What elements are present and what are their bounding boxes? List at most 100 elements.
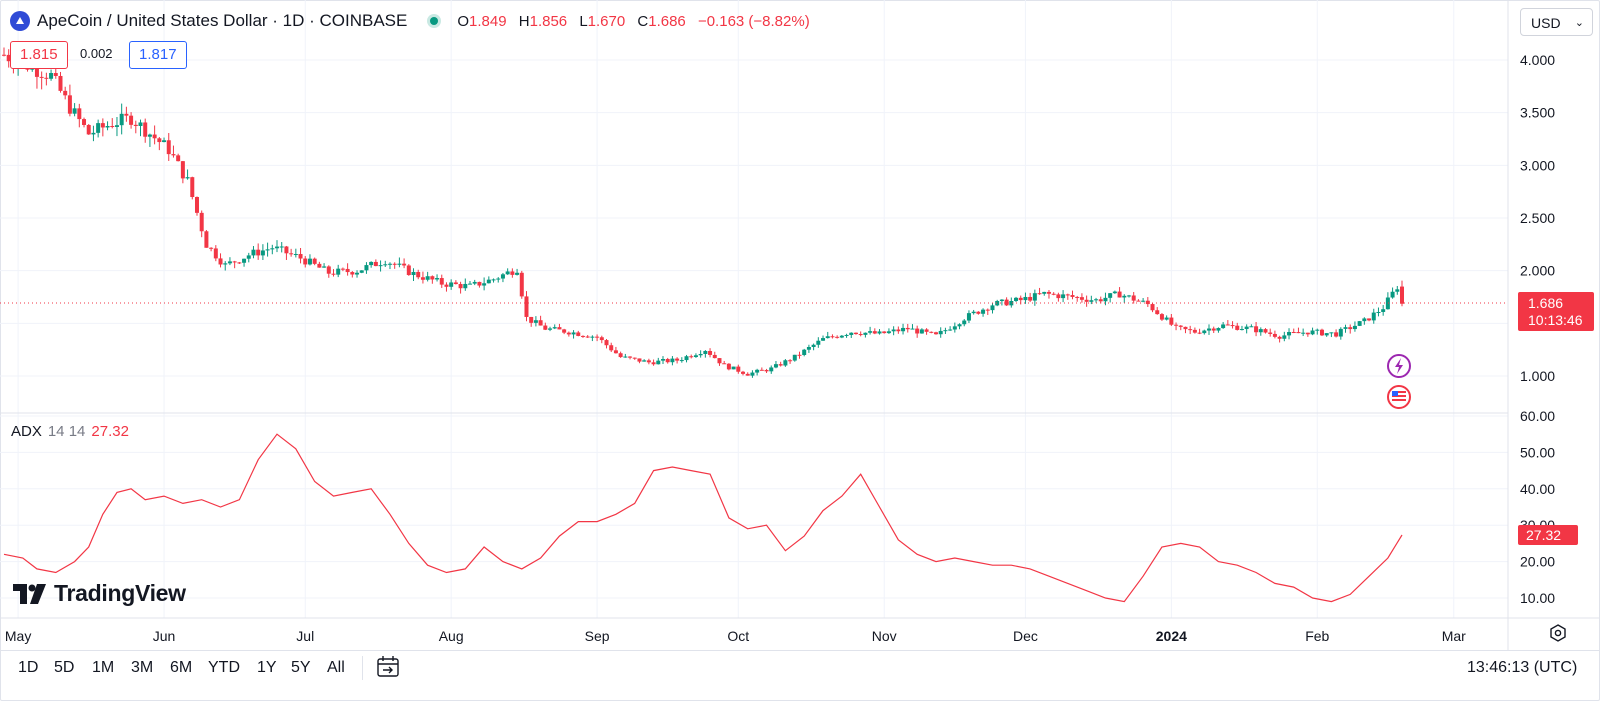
range-3m-button[interactable]: 3M bbox=[131, 659, 154, 676]
candle-body bbox=[623, 356, 628, 358]
candle-body bbox=[722, 363, 727, 365]
candle-body bbox=[938, 330, 943, 335]
adx-legend[interactable]: ADX 14 14 27.32 bbox=[11, 423, 129, 440]
candle-body bbox=[265, 249, 270, 251]
range-1d-button[interactable]: 1D bbox=[18, 659, 39, 676]
candle-body bbox=[468, 283, 472, 285]
currency-select[interactable]: USD ⌄ bbox=[1520, 8, 1593, 36]
time-tick-label: Sep bbox=[585, 628, 610, 644]
candle-body bbox=[849, 332, 854, 335]
candle-body bbox=[1258, 329, 1263, 333]
candle-body bbox=[246, 255, 251, 259]
candle-body bbox=[129, 115, 134, 125]
candle-body bbox=[1348, 327, 1353, 330]
candle-body bbox=[755, 369, 760, 373]
candle-body bbox=[279, 246, 284, 248]
candle-body bbox=[133, 124, 138, 126]
candle-body bbox=[858, 334, 863, 336]
candle-body bbox=[1381, 309, 1386, 312]
calendar-goto-icon[interactable] bbox=[375, 654, 401, 685]
candle-body bbox=[957, 324, 962, 327]
candle-body bbox=[1112, 291, 1117, 294]
utc-clock[interactable]: 13:46:13 (UTC) bbox=[1467, 659, 1578, 676]
lightning-event-icon[interactable] bbox=[1387, 354, 1411, 378]
candle-body bbox=[185, 177, 190, 179]
symbol-title[interactable]: ApeCoin / United States Dollar · 1D · CO… bbox=[37, 11, 408, 30]
adx-tick-label: 60.00 bbox=[1520, 408, 1555, 424]
candle-body bbox=[548, 328, 553, 330]
candle-body bbox=[990, 305, 995, 311]
range-ytd-button[interactable]: YTD bbox=[208, 659, 240, 676]
candle-body bbox=[1291, 332, 1296, 334]
candle-body bbox=[693, 355, 698, 357]
candle-body bbox=[67, 95, 72, 114]
candle-body bbox=[138, 122, 143, 126]
candle-body bbox=[472, 281, 477, 284]
candle-body bbox=[477, 281, 482, 286]
time-tick-label: Jul bbox=[296, 628, 314, 644]
candle-body bbox=[929, 331, 934, 333]
candle-body bbox=[1352, 325, 1357, 330]
candle-body bbox=[773, 364, 778, 368]
candle-body bbox=[1046, 291, 1051, 294]
candle-body bbox=[1282, 335, 1287, 339]
candle-body bbox=[515, 272, 520, 275]
candle-body bbox=[355, 272, 360, 275]
price-tick-label: 4.000 bbox=[1520, 52, 1555, 68]
candle-body bbox=[637, 358, 642, 362]
candle-body bbox=[806, 347, 811, 350]
candle-body bbox=[1018, 297, 1023, 301]
candle-body bbox=[689, 356, 694, 358]
axis-labels: 1.0001.5002.0002.5003.0003.5004.00010.00… bbox=[5, 52, 1555, 644]
candle-body bbox=[1150, 304, 1155, 311]
candle-body bbox=[1310, 330, 1315, 335]
candle-body bbox=[44, 77, 49, 79]
candle-body bbox=[336, 268, 341, 275]
candle-body bbox=[392, 263, 397, 265]
candle-body bbox=[204, 231, 209, 248]
buy-price-button[interactable]: 1.817 bbox=[129, 41, 187, 69]
candle-body bbox=[1249, 326, 1254, 328]
range-5d-button[interactable]: 5D bbox=[54, 659, 75, 676]
candle-body bbox=[147, 134, 152, 137]
range-all-button[interactable]: All bbox=[327, 659, 345, 676]
candle-body bbox=[58, 75, 63, 91]
candle-body bbox=[1230, 325, 1235, 327]
candle-body bbox=[759, 369, 764, 371]
candle-body bbox=[910, 328, 915, 330]
range-1y-button[interactable]: 1Y bbox=[257, 659, 277, 676]
candle-body bbox=[1202, 330, 1207, 334]
price-tick-label: 3.000 bbox=[1520, 157, 1555, 173]
candle-body bbox=[1122, 295, 1127, 298]
candle-body bbox=[1263, 329, 1268, 333]
bar-countdown-label: 10:13:46 bbox=[1528, 312, 1583, 328]
bottom-toolbar: 1D 5D 1M 3M 6M YTD 1Y 5Y All 13:46:13 (U… bbox=[0, 650, 1600, 685]
candle-body bbox=[679, 360, 684, 362]
range-1m-button[interactable]: 1M bbox=[92, 659, 115, 676]
candle-body bbox=[1094, 299, 1099, 301]
candle-body bbox=[825, 336, 830, 339]
candle-body bbox=[166, 140, 171, 155]
candle-body bbox=[223, 263, 228, 265]
range-6m-button[interactable]: 6M bbox=[170, 659, 193, 676]
candle-body bbox=[1371, 312, 1376, 321]
candle-body bbox=[675, 358, 680, 361]
candle-body bbox=[886, 331, 891, 334]
price-change: −0.163 (−8.82%) bbox=[697, 12, 810, 30]
sell-price-button[interactable]: 1.815 bbox=[10, 41, 68, 69]
candle-body bbox=[1235, 325, 1240, 330]
candle-body bbox=[227, 261, 232, 264]
tradingview-logo[interactable]: TradingView bbox=[13, 580, 186, 607]
us-flag-event-icon[interactable] bbox=[1387, 385, 1411, 409]
candle-body bbox=[948, 329, 953, 331]
candle-body bbox=[538, 320, 543, 326]
settings-gear-icon[interactable] bbox=[1549, 624, 1567, 647]
candle-body bbox=[985, 309, 990, 311]
range-5y-button[interactable]: 5Y bbox=[291, 659, 311, 676]
candle-body bbox=[1385, 297, 1390, 310]
candle-body bbox=[1004, 299, 1009, 306]
candle-body bbox=[486, 279, 491, 284]
candle-body bbox=[660, 359, 665, 361]
candle-body bbox=[322, 266, 327, 268]
